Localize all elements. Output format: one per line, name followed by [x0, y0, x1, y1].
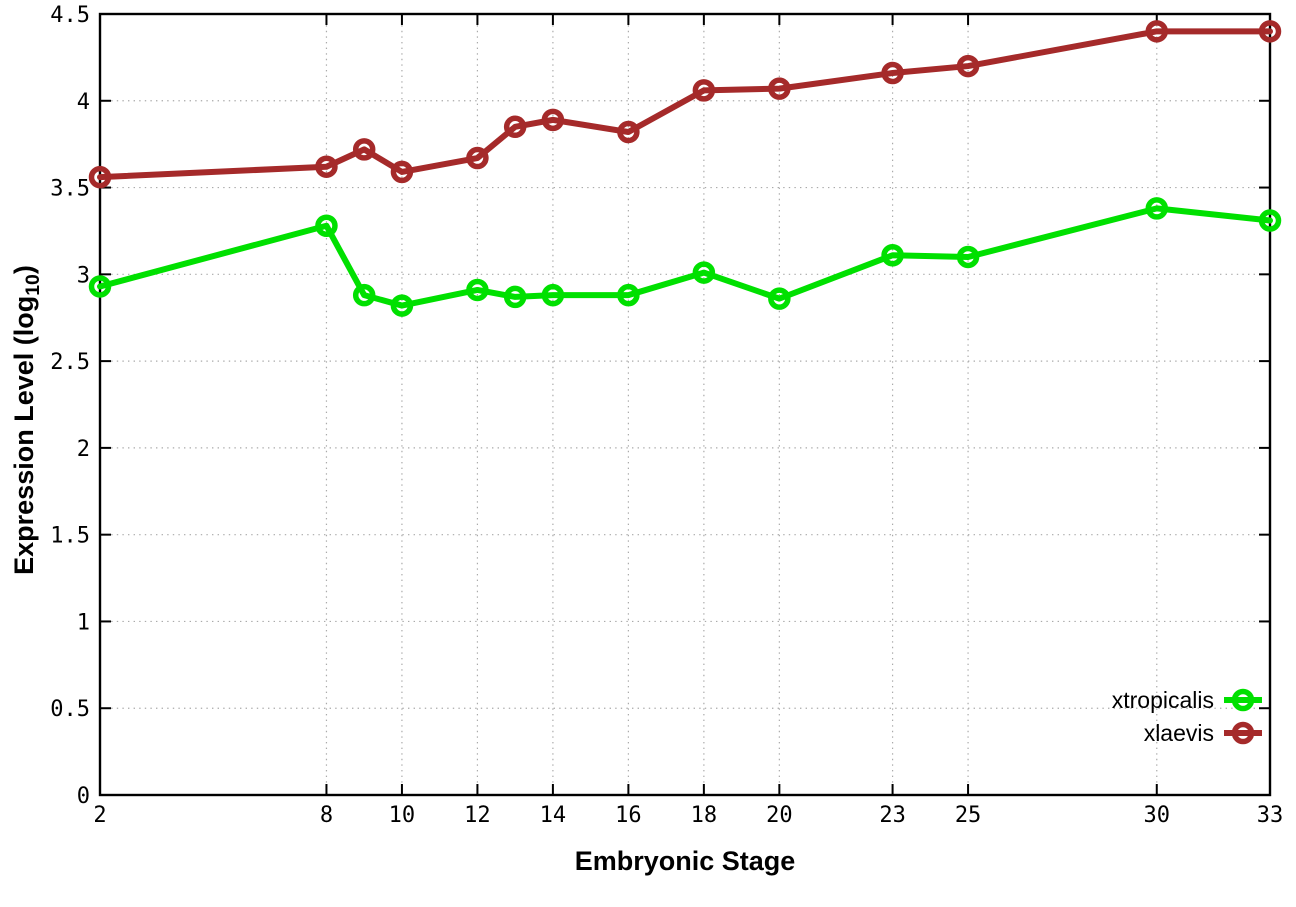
data-point-xtropicalis — [1258, 209, 1282, 232]
axis-tick-marks — [99, 13, 1271, 796]
y-tick-label: 2 — [77, 437, 90, 462]
x-tick-label: 25 — [955, 803, 982, 828]
data-point-xlaevis — [1145, 20, 1169, 43]
x-tick-label: 18 — [691, 803, 718, 828]
data-point-xlaevis — [956, 54, 980, 78]
data-point-xtropicalis — [88, 275, 112, 298]
y-tick-label: 1 — [77, 610, 90, 635]
data-point-xtropicalis — [541, 283, 565, 307]
x-tick-label: 23 — [879, 803, 906, 828]
legend-entry-xtropicalis: xtropicalis — [1112, 687, 1262, 713]
legend-entry-xlaevis: xlaevis — [1144, 720, 1262, 746]
x-tick-label: 16 — [615, 803, 642, 828]
legend-label-xtropicalis: xtropicalis — [1112, 687, 1214, 713]
data-point-xlaevis — [352, 138, 376, 161]
y-tick-label: 1.5 — [50, 524, 90, 549]
y-tick-labels: 0 0.5 1 1.5 2 2.5 3 3.5 4 4.5 — [50, 3, 90, 809]
y-tick-label: 3.5 — [50, 177, 90, 202]
data-point-xlaevis — [503, 115, 527, 139]
data-point-xtropicalis — [956, 245, 980, 269]
data-point-xlaevis — [88, 165, 112, 189]
x-tick-labels: 2 8 10 12 14 16 18 20 23 25 30 33 — [93, 803, 1283, 828]
data-point-xlaevis — [881, 61, 904, 85]
legend-marker-xlaevis — [1231, 721, 1255, 745]
data-point-xlaevis — [692, 79, 716, 102]
series-line-xtropicalis — [97, 205, 1273, 309]
data-point-xtropicalis — [881, 243, 904, 267]
y-axis-title-close: ) — [8, 265, 39, 275]
gridlines — [100, 14, 1270, 795]
y-tick-label: 0.5 — [50, 697, 90, 722]
data-point-xtropicalis — [466, 278, 489, 302]
data-point-xtropicalis — [352, 283, 376, 307]
data-point-xtropicalis — [692, 261, 716, 284]
x-tick-label: 2 — [93, 803, 106, 828]
data-point-xlaevis — [390, 160, 414, 184]
series-line-xlaevis — [97, 28, 1273, 181]
data-point-xlaevis — [466, 146, 489, 170]
y-tick-label: 3 — [77, 263, 90, 288]
series-xtropicalis — [88, 197, 1282, 317]
data-point-xlaevis — [617, 120, 640, 144]
x-axis-title: Embryonic Stage — [574, 846, 796, 876]
data-point-xtropicalis — [768, 287, 791, 310]
x-tick-label: 10 — [389, 803, 416, 828]
y-tick-label: 4.5 — [50, 3, 90, 28]
data-point-xtropicalis — [617, 283, 640, 307]
x-tick-label: 8 — [320, 803, 333, 828]
data-point-xlaevis — [541, 108, 565, 132]
y-tick-label: 4 — [77, 90, 90, 115]
y-axis-title: Expression Level (log10) — [9, 265, 45, 575]
y-tick-label: 0 — [77, 784, 90, 809]
legend-marker-xtropicalis — [1231, 688, 1255, 712]
legend-label-xlaevis: xlaevis — [1144, 720, 1214, 746]
data-point-xlaevis — [1258, 20, 1282, 43]
x-tick-label: 20 — [766, 803, 793, 828]
x-tick-label: 12 — [464, 803, 491, 828]
y-axis-title-main: Expression Level (log — [8, 295, 39, 575]
series-xlaevis — [88, 20, 1282, 189]
y-tick-label: 2.5 — [50, 350, 90, 375]
legend: xtropicalis xlaevis — [1112, 687, 1262, 746]
y-axis-title-subscript: 10 — [22, 274, 45, 296]
data-point-xtropicalis — [390, 294, 414, 317]
x-tick-label: 30 — [1144, 803, 1171, 828]
data-point-xtropicalis — [315, 214, 338, 237]
x-tick-label: 14 — [540, 803, 567, 828]
data-point-xtropicalis — [503, 285, 527, 309]
plot-border — [98, 12, 1272, 797]
x-tick-label: 33 — [1257, 803, 1284, 828]
data-point-xlaevis — [768, 77, 791, 100]
data-point-xtropicalis — [1145, 197, 1169, 220]
data-point-xlaevis — [315, 155, 338, 178]
